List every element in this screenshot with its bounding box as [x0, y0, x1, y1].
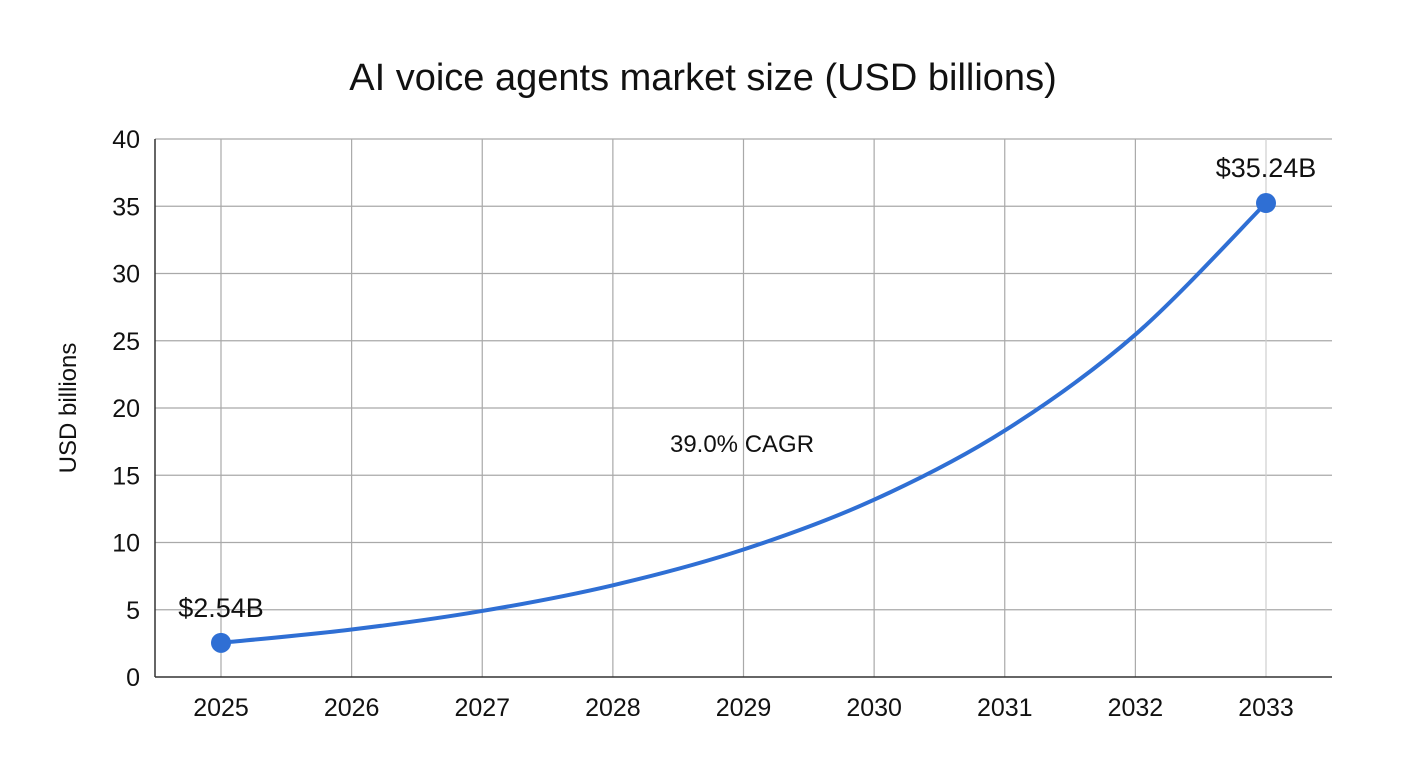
data-point — [211, 632, 231, 653]
chart-title: AI voice agents market size (USD billion… — [349, 57, 1056, 99]
series-line — [219, 201, 1268, 645]
y-tick-label: 15 — [112, 462, 140, 490]
point-label: $2.54B — [178, 593, 264, 623]
point-label: $35.24B — [1216, 153, 1317, 183]
y-tick-label: 35 — [112, 193, 140, 221]
x-tick-label: 2025 — [193, 694, 249, 722]
y-tick-label: 20 — [112, 395, 140, 423]
point-labels: $2.54B $35.24B — [178, 153, 1316, 623]
y-tick-label: 25 — [112, 328, 140, 356]
x-tick-label: 2027 — [454, 694, 510, 722]
y-tick-label: 30 — [112, 261, 140, 289]
axes — [154, 139, 1332, 678]
cagr-annotation: 39.0% CAGR — [670, 431, 814, 458]
y-tick-labels: 0 5 10 15 20 25 30 35 40 — [112, 126, 140, 692]
series — [211, 193, 1276, 653]
y-tick-label: 10 — [112, 530, 140, 558]
y-tick-label: 0 — [126, 664, 140, 692]
y-tick-label: 40 — [112, 126, 140, 154]
y-tick-label: 5 — [126, 597, 140, 625]
x-tick-label: 2033 — [1238, 694, 1294, 722]
x-tick-label: 2031 — [977, 694, 1033, 722]
x-tick-labels: 2025 2026 2027 2028 2029 2030 2031 2032 2033 — [193, 694, 1294, 722]
y-axis-title: USD billions — [55, 343, 82, 474]
data-point — [1256, 193, 1276, 214]
x-tick-label: 2029 — [716, 694, 772, 722]
x-tick-label: 2032 — [1108, 694, 1164, 722]
x-tick-label: 2030 — [846, 694, 902, 722]
grid — [155, 138, 1332, 677]
x-tick-label: 2028 — [585, 694, 641, 722]
x-tick-label: 2026 — [324, 694, 380, 722]
